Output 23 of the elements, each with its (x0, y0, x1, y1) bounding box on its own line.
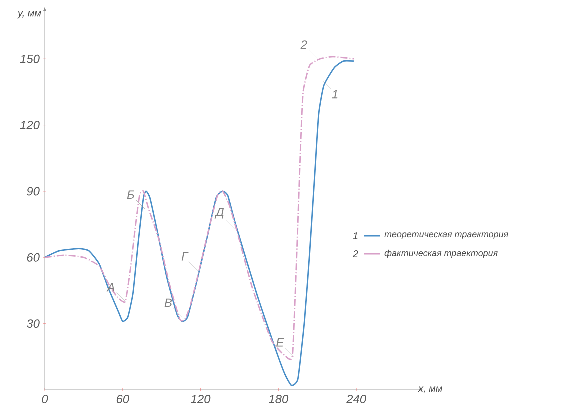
x-tick-label: 120 (191, 395, 211, 404)
y-tick-label: 150 (20, 54, 40, 64)
annotation: Е (276, 338, 284, 347)
y-axis-title: у, мм (17, 11, 42, 19)
y-tick-label: 120 (20, 121, 40, 130)
annotation: В (164, 298, 172, 308)
x-tick-label: 60 (116, 395, 130, 404)
y-tick-label: 30 (26, 320, 40, 328)
y-tick-label: 90 (27, 187, 40, 196)
annotation: Д (214, 208, 224, 219)
annotation: 2 (300, 40, 308, 49)
x-tick-label: 0 (42, 395, 48, 404)
legend-label: теоретическая траектория (384, 232, 508, 240)
annotation: 1 (332, 90, 338, 99)
y-tick-label: 60 (27, 253, 40, 262)
x-tick-label: 240 (346, 395, 366, 404)
x-tick-label: 180 (269, 395, 289, 404)
annotation: 1 (353, 232, 358, 240)
annotation: Б (127, 190, 134, 199)
annotation: Г (182, 252, 189, 261)
x-axis-title: x, мм (418, 386, 443, 394)
annotation: 2 (352, 250, 358, 258)
legend-label: фактическая траектория (384, 250, 498, 258)
